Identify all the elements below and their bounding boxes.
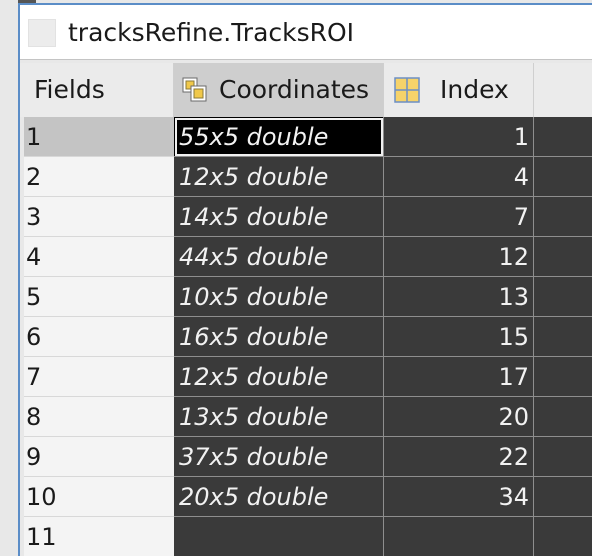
cell-coordinates[interactable]: 14x5 double — [174, 197, 384, 237]
table-row: 1 55x5 double 1 — [20, 117, 592, 157]
cell-empty[interactable] — [534, 357, 592, 397]
cell-empty[interactable] — [534, 397, 592, 437]
column-header-index[interactable]: Index — [384, 63, 534, 117]
cell-index[interactable]: 15 — [384, 317, 534, 357]
row-number[interactable]: 11 — [24, 517, 174, 556]
window-edge — [18, 0, 36, 3]
cell-index[interactable]: 7 — [384, 197, 534, 237]
cell-empty[interactable] — [534, 157, 592, 197]
cell-coordinates[interactable]: 20x5 double — [174, 477, 384, 517]
row-number[interactable]: 8 — [24, 397, 174, 437]
window-title: tracksRefine.TracksROI — [68, 18, 355, 47]
cell-coordinates[interactable]: 13x5 double — [174, 397, 384, 437]
cell-coordinates[interactable]: 12x5 double — [174, 157, 384, 197]
cell-coordinates[interactable]: 44x5 double — [174, 237, 384, 277]
column-header-fields[interactable]: Fields — [20, 63, 174, 117]
cell-empty[interactable] — [534, 197, 592, 237]
row-number[interactable]: 10 — [24, 477, 174, 517]
table-row: 7 12x5 double 17 — [20, 357, 592, 397]
table-row: 11 — [20, 517, 592, 556]
row-number[interactable]: 2 — [24, 157, 174, 197]
column-header-label: Index — [440, 75, 509, 104]
table-row: 5 10x5 double 13 — [20, 277, 592, 317]
cell-index[interactable]: 13 — [384, 277, 534, 317]
cell-coordinates[interactable]: 12x5 double — [174, 357, 384, 397]
cell-array-icon — [182, 77, 207, 102]
cell-empty[interactable] — [534, 437, 592, 477]
cell-empty[interactable] — [534, 477, 592, 517]
table-row: 3 14x5 double 7 — [20, 197, 592, 237]
row-number[interactable]: 4 — [24, 237, 174, 277]
cell-index[interactable]: 22 — [384, 437, 534, 477]
cell-coordinates[interactable] — [174, 517, 384, 556]
column-header-label: Coordinates — [219, 75, 370, 104]
cell-coordinates[interactable]: 55x5 double — [174, 117, 384, 157]
row-number[interactable]: 7 — [24, 357, 174, 397]
cell-coordinates[interactable]: 16x5 double — [174, 317, 384, 357]
table-row: 8 13x5 double 20 — [20, 397, 592, 437]
table-row: 4 44x5 double 12 — [20, 237, 592, 277]
row-number[interactable]: 5 — [24, 277, 174, 317]
cell-empty[interactable] — [534, 237, 592, 277]
document-icon — [28, 19, 56, 47]
cell-coordinates[interactable]: 37x5 double — [174, 437, 384, 477]
row-number[interactable]: 6 — [24, 317, 174, 357]
row-number[interactable]: 9 — [24, 437, 174, 477]
cell-index[interactable]: 34 — [384, 477, 534, 517]
cell-empty[interactable] — [534, 117, 592, 157]
table-row: 9 37x5 double 22 — [20, 437, 592, 477]
cell-index[interactable]: 1 — [384, 117, 534, 157]
cell-index[interactable] — [384, 517, 534, 556]
row-number[interactable]: 3 — [24, 197, 174, 237]
variable-editor: tracksRefine.TracksROI Fields Coordinate… — [18, 3, 592, 556]
cell-index[interactable]: 4 — [384, 157, 534, 197]
column-header-coordinates[interactable]: Coordinates — [174, 63, 384, 117]
cell-coordinates[interactable]: 10x5 double — [174, 277, 384, 317]
cell-index[interactable]: 20 — [384, 397, 534, 437]
table-header: Fields Coordinates Index — [20, 63, 592, 117]
cell-index[interactable]: 17 — [384, 357, 534, 397]
table-row: 2 12x5 double 4 — [20, 157, 592, 197]
row-number[interactable]: 1 — [24, 117, 174, 157]
cell-empty[interactable] — [534, 317, 592, 357]
grid-icon — [394, 77, 420, 103]
table-row: 6 16x5 double 15 — [20, 317, 592, 357]
title-bar: tracksRefine.TracksROI — [20, 5, 592, 60]
cell-empty[interactable] — [534, 277, 592, 317]
cell-index[interactable]: 12 — [384, 237, 534, 277]
column-header-empty — [534, 63, 592, 117]
table-row: 10 20x5 double 34 — [20, 477, 592, 517]
cell-empty[interactable] — [534, 517, 592, 556]
